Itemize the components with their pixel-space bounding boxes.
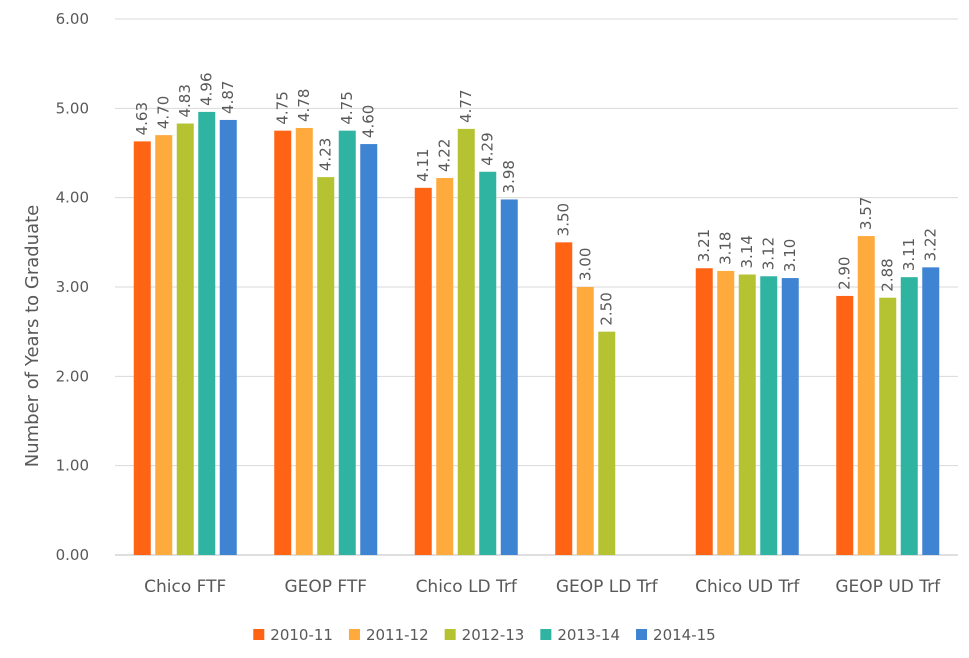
legend-swatch [444, 629, 456, 640]
data-label: 4.96 [198, 73, 216, 106]
bar [717, 270, 735, 555]
data-label: 4.22 [436, 139, 454, 172]
bar [738, 274, 756, 555]
data-label: 4.78 [295, 89, 313, 122]
legend: 2010-11 2011-12 2012-13 2013-14 2014-15 [253, 626, 716, 644]
bar [781, 278, 799, 555]
y-tick-label: 0.00 [56, 546, 89, 564]
data-label: 4.70 [155, 96, 173, 129]
x-category-label: GEOP UD Trf [835, 577, 941, 597]
y-axis-label: Number of Years to Graduate [22, 205, 43, 467]
bar [198, 111, 216, 555]
bar [274, 130, 292, 555]
bar [922, 267, 940, 555]
data-label: 4.87 [219, 81, 237, 114]
bar [576, 287, 594, 555]
data-label: 3.12 [760, 237, 778, 270]
data-label: 4.75 [338, 91, 356, 124]
bar [155, 135, 173, 555]
data-label: 3.00 [576, 248, 594, 281]
bar [695, 268, 713, 555]
data-label: 2.90 [836, 257, 854, 290]
data-label: 3.18 [717, 232, 735, 265]
bar [317, 177, 335, 555]
bar [500, 199, 518, 555]
x-category-label: GEOP FTF [284, 577, 367, 597]
legend-swatch [540, 629, 552, 640]
y-tick-label: 4.00 [56, 189, 89, 207]
y-axis-ticks: 0.00 1.00 2.00 3.00 4.00 5.00 6.00 [56, 10, 89, 564]
data-label: 3.14 [738, 235, 756, 268]
bar [414, 187, 432, 555]
bar [900, 277, 918, 555]
x-category-label: Chico FTF [144, 577, 226, 597]
bar [760, 276, 778, 555]
y-tick-label: 5.00 [56, 99, 89, 117]
bar [295, 127, 313, 555]
data-label: 2.50 [598, 292, 616, 325]
data-label: 4.29 [479, 132, 497, 165]
legend-label: 2010-11 [270, 626, 333, 644]
legend-label: 2014-15 [653, 626, 716, 644]
gridlines [115, 18, 958, 556]
bars [133, 111, 940, 556]
bar [598, 331, 616, 555]
data-label: 4.63 [133, 102, 151, 135]
y-tick-label: 3.00 [56, 278, 89, 296]
data-label: 3.21 [695, 229, 713, 262]
bar [219, 119, 237, 556]
data-label: 4.60 [360, 105, 378, 138]
data-label: 4.77 [457, 89, 475, 122]
data-label: 3.50 [555, 203, 573, 236]
bar [457, 128, 475, 555]
data-label: 4.11 [414, 148, 432, 181]
bar [338, 130, 356, 555]
data-label: 3.10 [781, 239, 799, 272]
data-labels: 4.63 4.70 4.83 4.96 4.87 4.75 4.784.234.75 4.60… [133, 73, 940, 326]
data-label: 3.11 [900, 238, 918, 271]
data-label: 4.75 [274, 91, 292, 124]
y-tick-label: 6.00 [56, 10, 89, 28]
x-axis-categories: Chico FTF GEOP FTF Chico LD Trf GEOP LD Trf… [144, 577, 941, 597]
bar [857, 236, 875, 555]
bar [479, 171, 497, 555]
bar [555, 242, 573, 556]
legend-swatch [348, 629, 360, 640]
y-tick-label: 2.00 [56, 367, 89, 385]
legend-swatch [636, 629, 648, 640]
data-label: 3.98 [500, 160, 518, 193]
data-label: 3.57 [857, 197, 875, 230]
x-category-label: Chico LD Trf [416, 577, 518, 597]
bar [176, 123, 194, 556]
legend-label: 2013-14 [557, 626, 620, 644]
data-label: 2.88 [879, 258, 897, 291]
x-category-label: GEOP LD Trf [556, 577, 659, 597]
bar [836, 295, 854, 555]
legend-label: 2012-13 [462, 626, 525, 644]
data-label: 4.83 [176, 84, 194, 117]
x-category-label: Chico UD Trf [695, 577, 800, 597]
bar [360, 144, 378, 556]
legend-label: 2011-12 [366, 626, 429, 644]
bar [879, 297, 897, 555]
bar [436, 178, 454, 555]
bar [133, 141, 151, 556]
legend-swatch [253, 629, 265, 640]
data-label: 3.22 [922, 228, 940, 261]
y-tick-label: 1.00 [56, 457, 89, 475]
data-label: 4.23 [317, 138, 335, 171]
